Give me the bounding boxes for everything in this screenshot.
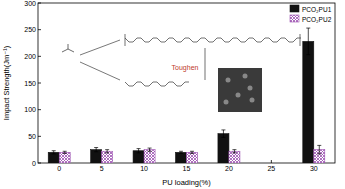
tem-particle: [248, 86, 253, 91]
chart-root: Toughen 0 50 100 150 200 250 300 0 5 10 15 20 25 30 PU …: [0, 0, 345, 189]
error-bar: [52, 151, 56, 154]
tem-particle: [226, 78, 231, 83]
x-tick-label: 0: [57, 165, 61, 172]
legend-label: PCO₂PU1: [302, 6, 332, 13]
bar: [218, 134, 229, 163]
legend-swatch: [290, 5, 299, 12]
error-bar: [221, 130, 225, 137]
x-tick-label: 20: [225, 165, 233, 172]
error-bar: [137, 149, 141, 153]
tem-image: [218, 68, 262, 112]
error-bar: [105, 150, 109, 153]
y-tick-label: 100: [24, 106, 36, 113]
error-bar: [94, 148, 98, 152]
bar: [144, 150, 155, 163]
bars: [48, 28, 325, 163]
x-tick-label: 10: [140, 165, 148, 172]
x-tick-label: 30: [310, 165, 318, 172]
y-tick: [38, 109, 41, 110]
tem-particle: [236, 93, 241, 98]
y-tick-label: 250: [24, 26, 36, 33]
chart: Toughen 0 50 100 150 200 250 300 0 5 10 15 20 25 30 PU …: [0, 0, 345, 189]
bar: [187, 152, 198, 163]
bar: [59, 152, 70, 163]
y-axis-title: Impact Strength(Jm⁻¹): [2, 45, 11, 120]
y-tick: [38, 56, 41, 57]
y-tick: [38, 29, 41, 30]
link: [205, 48, 206, 80]
tem-particle: [250, 98, 255, 103]
y-tick-label: 300: [24, 0, 36, 7]
arrow: [80, 62, 120, 80]
legend-label: PCO₂PU2: [302, 16, 332, 23]
tem-particle: [243, 74, 248, 79]
error-bar: [179, 151, 183, 153]
annotation: Toughen: [172, 64, 199, 72]
error-bar: [317, 145, 321, 154]
legend: PCO₂PU1 PCO₂PU2: [290, 5, 332, 23]
bar: [303, 41, 314, 163]
polymer-chain: [125, 38, 301, 42]
y-tick-label: 0: [32, 160, 36, 167]
tem-particle: [224, 100, 229, 105]
y-tick: [38, 3, 41, 4]
x-tick-label: 15: [183, 165, 191, 172]
co2-molecule: [62, 44, 74, 52]
x-tick-label: 25: [267, 165, 275, 172]
bracket: [125, 34, 300, 46]
y-tick: [38, 136, 41, 137]
error-bar: [190, 151, 194, 153]
error-bar: [148, 148, 152, 151]
error-bar: [232, 150, 236, 153]
y-tick: [38, 83, 41, 84]
x-axis-title: PU loading(%): [162, 178, 211, 187]
y-tick-label: 200: [24, 53, 36, 60]
y-tick-label: 150: [24, 80, 36, 87]
y-tick-label: 50: [28, 133, 36, 140]
plot-frame: [38, 3, 335, 163]
x-tick-label: 5: [100, 165, 104, 172]
inset: Toughen: [62, 34, 301, 112]
arrow: [80, 40, 120, 55]
error-bar: [306, 28, 310, 55]
y-tick: [38, 163, 41, 164]
error-bar: [63, 151, 67, 153]
legend-swatch: [290, 15, 299, 22]
bar: [176, 152, 187, 163]
x-tick: [271, 160, 272, 163]
polymer-chain: [125, 82, 189, 86]
